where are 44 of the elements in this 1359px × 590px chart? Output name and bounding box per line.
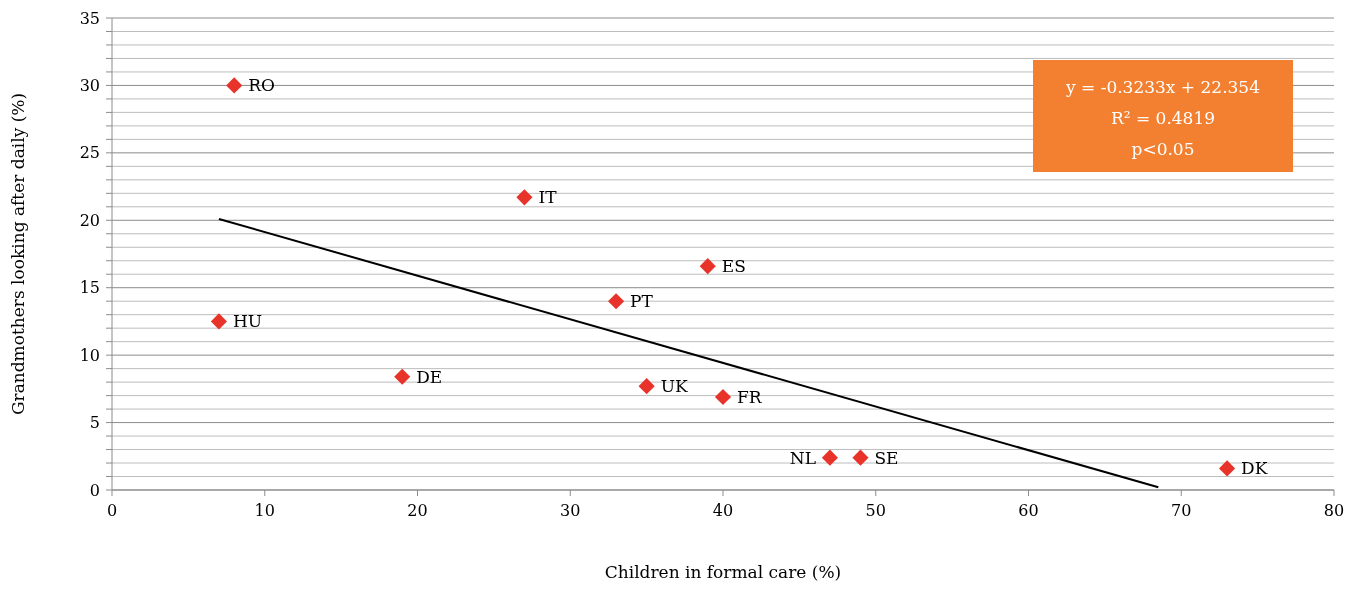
annotation: PT: [630, 291, 654, 312]
annotation: DE: [416, 366, 443, 387]
x-tick-label: 0: [106, 501, 118, 520]
x-tick-label: 50: [865, 501, 886, 520]
annotation: ES: [721, 256, 746, 277]
annotation: FR: [737, 386, 763, 407]
point: [638, 378, 655, 395]
y-tick-label: 35: [79, 8, 100, 28]
annotation: HU: [232, 311, 263, 332]
annotation: R² = 0.4819: [1110, 108, 1216, 128]
y-tick-label: 30: [79, 76, 100, 96]
y-tick-label: 5: [89, 413, 100, 433]
x-tick-label: 40: [712, 501, 734, 520]
point: [821, 449, 838, 466]
y-tick-label: 20: [79, 210, 100, 230]
y-axis-title: Grandmothers looking after daily (%): [8, 92, 28, 416]
annotation: UK: [660, 376, 688, 397]
annotation: IT: [538, 187, 558, 208]
x-axis-title: Children in formal care (%): [604, 562, 842, 582]
x-tick-label: 30: [560, 501, 581, 520]
point: [226, 77, 243, 94]
y-tick-label: 10: [79, 345, 100, 365]
x-tick-label: 60: [1018, 501, 1039, 520]
y-tick-label: 15: [79, 278, 100, 298]
annotation: RO: [248, 75, 275, 96]
annotation: y = -0.3233x + 22.354: [1064, 77, 1261, 97]
x-tick-label: 10: [254, 501, 275, 520]
point: [699, 258, 716, 275]
point: [852, 449, 869, 466]
point: [714, 388, 732, 406]
annotation: p<0.05: [1131, 139, 1195, 159]
x-tick-label: 80: [1323, 501, 1345, 520]
x-tick-label: 20: [407, 501, 428, 520]
point: [1219, 460, 1236, 477]
point: [608, 293, 625, 310]
annotation: NL: [789, 447, 816, 468]
annotation: DK: [1241, 458, 1268, 479]
annotation: SE: [874, 447, 899, 468]
point: [516, 189, 533, 206]
x-tick-label: 70: [1171, 501, 1192, 520]
point: [210, 313, 227, 330]
point: [394, 368, 411, 385]
y-tick-label: 25: [79, 143, 100, 163]
y-tick-label: 0: [89, 480, 100, 500]
